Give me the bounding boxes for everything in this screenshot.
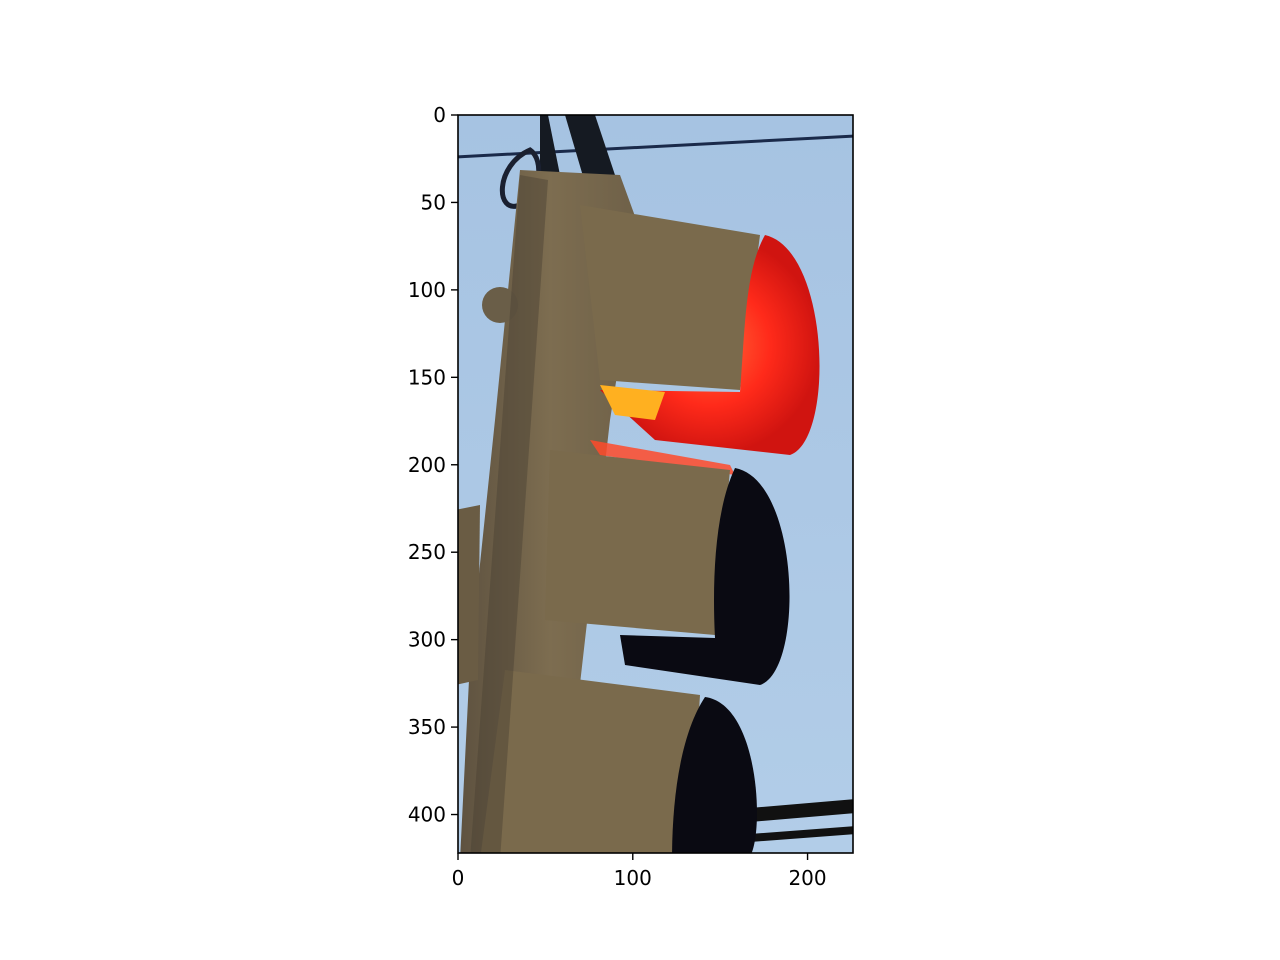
y-axis: 0 50 100 150 200 250 300 350 400 (408, 103, 458, 827)
middle-visor (545, 450, 730, 635)
y-tick-label: 300 (408, 628, 446, 652)
x-tick-label: 100 (614, 866, 652, 890)
traffic-light-photo (458, 115, 853, 853)
x-tick-label: 200 (788, 866, 826, 890)
green-lamp-off (672, 697, 757, 853)
yellow-lamp-off (620, 468, 790, 685)
y-tick-label: 0 (433, 103, 446, 127)
top-visor (580, 205, 760, 390)
y-tick-label: 50 (421, 190, 446, 214)
x-axis: 0 100 200 (452, 853, 827, 890)
y-tick-label: 200 (408, 453, 446, 477)
lower-wire (749, 799, 853, 822)
x-tick-label: 0 (452, 866, 465, 890)
y-tick-label: 100 (408, 278, 446, 302)
y-tick-label: 250 (408, 540, 446, 564)
lamp-reflection (600, 385, 665, 420)
y-tick-label: 350 (408, 715, 446, 739)
bottom-visor (480, 670, 700, 853)
axes-frame (457, 114, 854, 854)
y-tick-label: 150 (408, 365, 446, 389)
y-tick-label: 400 (408, 803, 446, 827)
